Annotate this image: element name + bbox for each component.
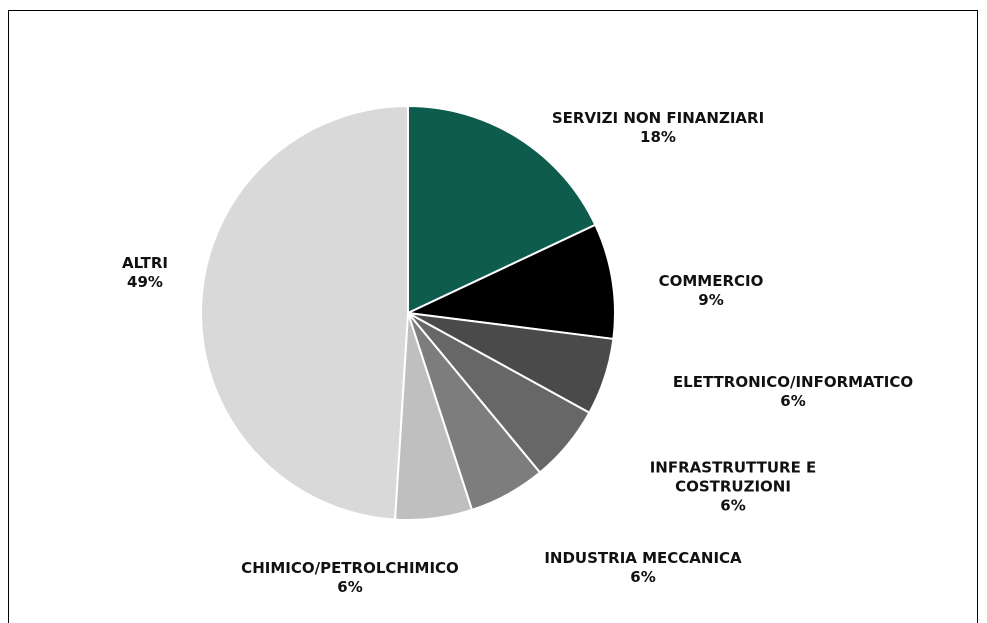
category-label: INDUSTRIA MECCANICA — [544, 549, 742, 567]
category-label: CHIMICO/PETROLCHIMICO — [241, 559, 459, 577]
pie-slice — [407, 104, 597, 315]
slice-label: SERVIZI NON FINANZIARI 18% — [552, 109, 764, 147]
category-label: INFRASTRUTTURE E COSTRUZIONI — [649, 458, 817, 496]
value-label: 6% — [337, 578, 363, 596]
slice-label: ELETTRONICO/INFORMATICO 6% — [673, 373, 913, 411]
value-label: 18% — [640, 128, 676, 146]
category-label: ALTRI — [121, 254, 169, 272]
pie-slice — [200, 104, 409, 521]
value-label: 6% — [780, 392, 806, 410]
value-label: 9% — [698, 291, 724, 309]
slice-label: INFRASTRUTTURE E COSTRUZIONI 6% — [633, 459, 833, 516]
value-label: 49% — [127, 273, 163, 291]
category-label: ELETTRONICO/INFORMATICO — [672, 373, 914, 391]
slice-label: COMMERCIO 9% — [659, 272, 764, 310]
frame — [8, 10, 978, 623]
category-label: SERVIZI NON FINANZIARI — [551, 109, 765, 127]
value-label: 6% — [720, 496, 746, 515]
pie-slice — [404, 223, 616, 341]
category-label: COMMERCIO — [658, 272, 764, 290]
slice-label: CHIMICO/PETROLCHIMICO 6% — [241, 559, 459, 597]
value-label: 6% — [630, 568, 656, 586]
slice-label: ALTRI 49% — [122, 254, 168, 292]
slice-label: INDUSTRIA MECCANICA 6% — [544, 549, 741, 587]
